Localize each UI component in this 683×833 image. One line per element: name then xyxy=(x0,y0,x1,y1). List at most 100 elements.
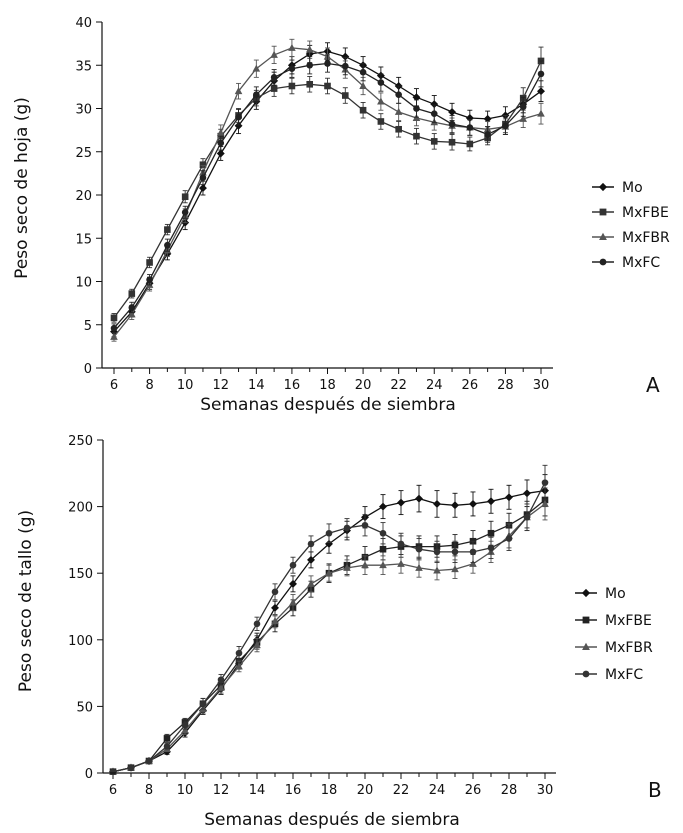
x-tick-label: 20 xyxy=(357,783,374,798)
data-point xyxy=(145,757,153,765)
data-point xyxy=(451,565,459,573)
y-tick-label: 0 xyxy=(84,362,92,377)
data-point xyxy=(412,93,421,102)
data-point xyxy=(146,276,153,284)
data-point xyxy=(217,683,225,691)
y-axis-label: Peso seco de hoja (g) xyxy=(12,97,32,279)
data-point xyxy=(235,113,242,121)
data-point xyxy=(216,128,225,136)
data-point xyxy=(199,700,207,708)
data-point xyxy=(433,548,441,556)
data-point xyxy=(181,726,189,734)
data-point xyxy=(505,493,513,502)
data-point xyxy=(395,91,402,98)
y-tick-label: 25 xyxy=(75,146,92,161)
legend: Mo MxFBE MxFBR MxFC xyxy=(592,180,670,271)
legend-marker xyxy=(582,642,590,651)
data-point xyxy=(163,735,171,742)
legend-item: MxFC xyxy=(592,255,660,271)
x-tick-label: 16 xyxy=(285,783,302,798)
data-point xyxy=(359,81,367,89)
data-point xyxy=(235,662,243,670)
data-point xyxy=(466,140,474,148)
data-point xyxy=(519,114,528,122)
data-point xyxy=(271,588,279,596)
data-point xyxy=(181,209,189,216)
data-point xyxy=(361,521,369,529)
data-point xyxy=(307,579,315,587)
data-point xyxy=(289,579,297,588)
data-point xyxy=(469,499,477,508)
x-tick-label: 10 xyxy=(177,378,194,393)
data-point xyxy=(519,103,527,111)
series-MxFBE xyxy=(110,46,545,323)
data-point xyxy=(541,479,549,486)
data-point xyxy=(271,603,279,612)
legend-label: MxFBR xyxy=(622,230,670,246)
legend-item: MxFBR xyxy=(592,230,670,246)
y-tick-label: 20 xyxy=(75,189,92,204)
data-point xyxy=(341,52,350,61)
data-point xyxy=(270,50,278,58)
legend-item: MxFC xyxy=(575,667,643,683)
legend-marker xyxy=(581,588,591,598)
data-point xyxy=(288,82,296,90)
series-line xyxy=(113,62,542,329)
data-point xyxy=(415,494,423,503)
x-tick-label: 22 xyxy=(393,783,410,798)
data-point xyxy=(343,524,351,532)
data-point xyxy=(305,45,314,53)
data-point xyxy=(448,108,457,116)
data-point xyxy=(487,544,495,552)
legend-label: MxFBE xyxy=(605,613,652,629)
series-group xyxy=(110,38,545,342)
data-point xyxy=(164,226,171,233)
data-point xyxy=(109,768,117,775)
data-point xyxy=(217,676,225,684)
legend-item: MxFBE xyxy=(592,205,669,221)
x-tick-label: 18 xyxy=(319,378,336,393)
data-point xyxy=(306,61,314,69)
data-point xyxy=(379,545,387,553)
x-tick-label: 14 xyxy=(248,378,265,393)
legend-item: MxFBE xyxy=(575,613,652,629)
x-tick-label: 8 xyxy=(145,783,153,798)
legend-label: Mo xyxy=(605,586,626,602)
legend-label: MxFC xyxy=(622,255,660,271)
data-point xyxy=(253,620,261,628)
data-point xyxy=(324,82,331,90)
data-point xyxy=(325,529,333,537)
leaf-weight-chart: 6 8 10 12 14 16 18 20 22 24 26 28 30 0 5 10 15 20 25 30 35 40… xyxy=(12,16,670,415)
data-point xyxy=(217,139,225,147)
x-tick-label: 26 xyxy=(462,378,479,393)
data-point xyxy=(537,70,545,78)
data-point xyxy=(377,79,385,86)
data-point xyxy=(164,241,171,249)
data-point xyxy=(359,106,367,114)
data-point xyxy=(483,114,492,123)
data-point xyxy=(537,87,545,96)
legend-marker xyxy=(599,208,607,216)
y-tick-label: 40 xyxy=(75,16,92,31)
y-tick-label: 0 xyxy=(85,767,93,782)
legend-label: MxFBR xyxy=(605,640,653,656)
panel-label: A xyxy=(646,373,660,397)
data-point xyxy=(395,125,402,133)
data-point xyxy=(505,535,513,542)
y-tick-label: 10 xyxy=(75,276,92,291)
legend-label: Mo xyxy=(622,180,643,196)
x-tick-label: 26 xyxy=(465,783,482,798)
data-point xyxy=(397,559,405,567)
data-point xyxy=(235,649,243,657)
legend-marker xyxy=(599,258,607,266)
y-axis-label: Peso seco de tallo (g) xyxy=(16,510,36,692)
data-point xyxy=(343,563,351,571)
data-point xyxy=(325,539,333,548)
x-tick-label: 28 xyxy=(497,378,514,393)
y-tick-label: 5 xyxy=(84,319,92,334)
data-point xyxy=(433,499,441,508)
x-tick-label: 16 xyxy=(284,378,301,393)
data-point xyxy=(537,109,545,117)
data-point xyxy=(448,120,456,128)
data-point xyxy=(361,561,369,569)
